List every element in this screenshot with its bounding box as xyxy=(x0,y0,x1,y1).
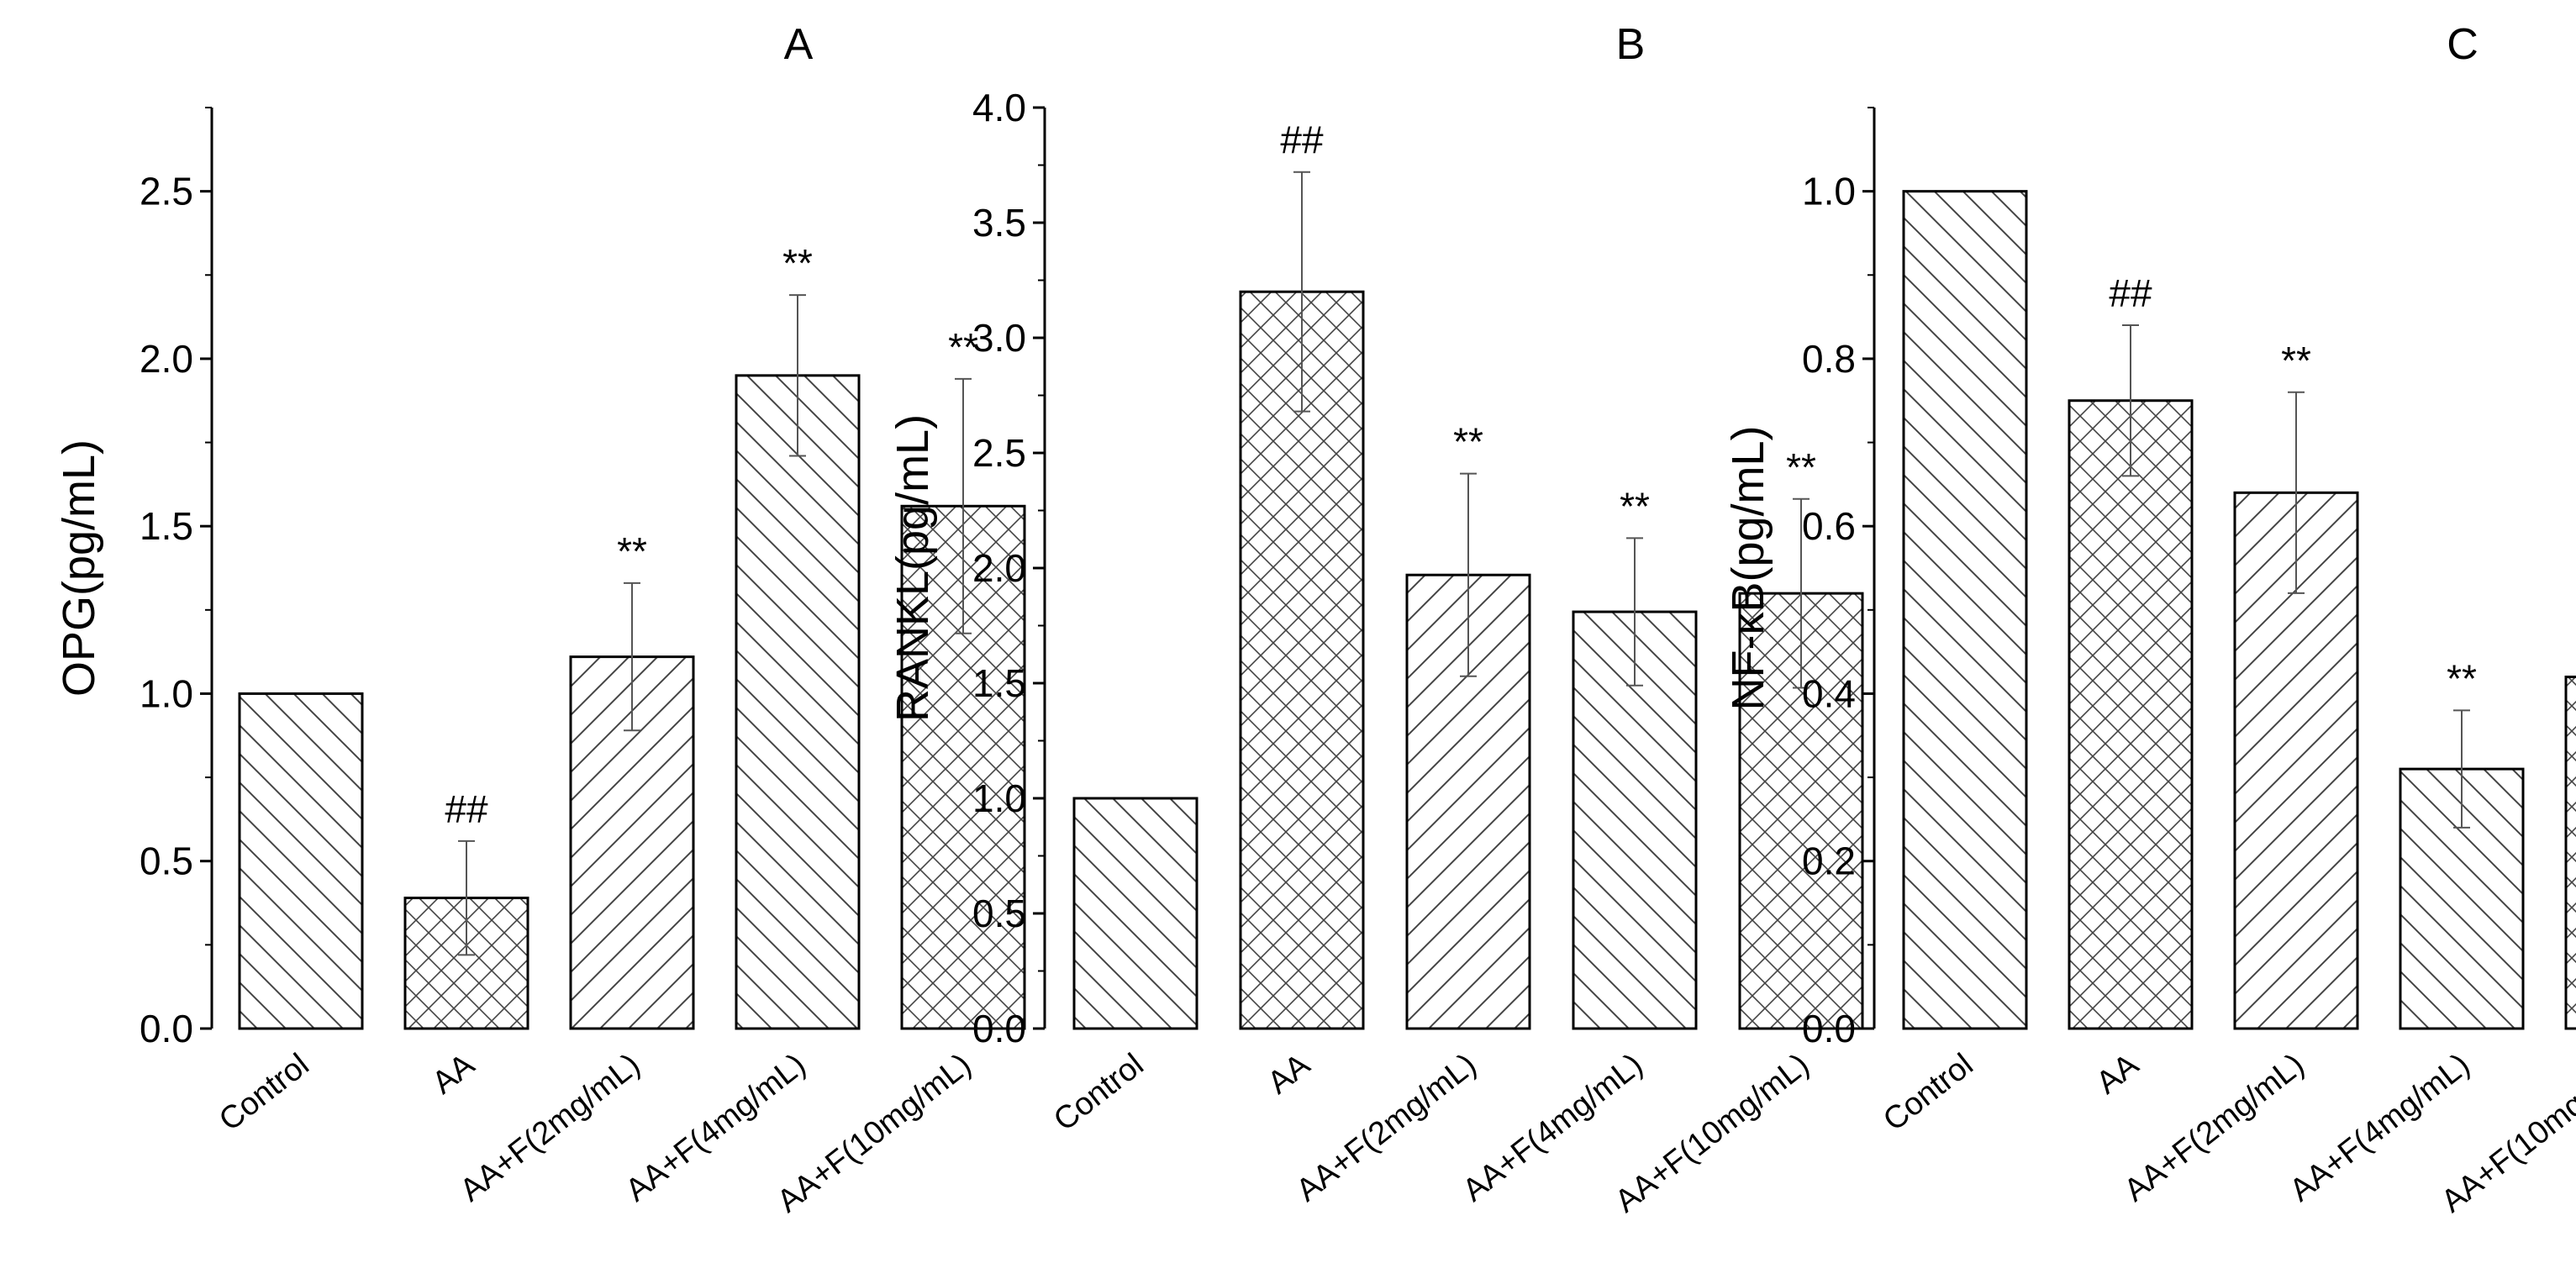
significance-marks: ##****** xyxy=(2109,271,2477,700)
y-tick-label: 2.0 xyxy=(972,546,1026,590)
y-tick-label: 2.5 xyxy=(972,431,1026,475)
significance-label: ** xyxy=(1453,420,1483,464)
panel-letter: B xyxy=(1616,20,1646,69)
bar xyxy=(1239,290,1365,1030)
y-tick-label: 0.5 xyxy=(972,892,1026,935)
significance-label: ** xyxy=(948,325,978,369)
x-tick-label: Control xyxy=(1047,1047,1150,1139)
y-axis-label: OPG(pg/mL) xyxy=(54,439,104,697)
bars xyxy=(1902,190,2576,1030)
y-tick-label: 0.5 xyxy=(140,839,193,883)
y-tick-label: 0.0 xyxy=(972,1007,1026,1050)
significance-marks: ## ** ** ** xyxy=(445,241,978,831)
error-bars xyxy=(2122,324,2470,829)
bar xyxy=(238,692,364,1030)
x-tick-label: AA+F(2mg/mL) xyxy=(1290,1047,1483,1208)
y-ticks: 0.0 0.5 1.0 1.5 2.0 2.5 xyxy=(140,107,212,1050)
x-tick-label: AA+F(2mg/mL) xyxy=(2118,1047,2311,1208)
bar xyxy=(2564,676,2576,1030)
significance-label: ** xyxy=(1786,445,1816,489)
bar xyxy=(1072,797,1198,1030)
x-tick-label: AA xyxy=(2090,1047,2146,1102)
panel-letter: A xyxy=(784,20,814,69)
x-tick-label: Control xyxy=(1877,1047,1979,1139)
y-tick-label: 3.0 xyxy=(972,316,1026,360)
significance-label: ** xyxy=(782,241,813,285)
y-tick-label: 0.0 xyxy=(1802,1007,1856,1050)
significance-label: ** xyxy=(2447,656,2477,700)
y-tick-label: 0.4 xyxy=(1802,671,1856,715)
y-ticks: 0.0 0.5 1.0 1.5 2.0 2.5 3.0 3.5 4.0 xyxy=(972,86,1045,1050)
significance-label: ## xyxy=(1280,118,1324,162)
y-tick-label: 4.0 xyxy=(972,86,1026,129)
y-tick-label: 1.0 xyxy=(1802,170,1856,213)
significance-label: ## xyxy=(445,787,488,831)
x-tick-label: AA xyxy=(426,1047,482,1102)
y-ticks: 0.0 0.2 0.4 0.6 0.8 1.0 xyxy=(1802,107,1874,1050)
y-tick-label: 2.5 xyxy=(140,170,193,213)
y-axis-label: RANKL(pg/mL) xyxy=(888,414,938,722)
significance-label: ** xyxy=(617,529,647,573)
y-tick-label: 1.0 xyxy=(140,671,193,715)
x-tick-labels: Control AAAA+F(2mg/mL)AA+F(4mg/mL)AA+F(10… xyxy=(1877,1047,2576,1220)
panel-a: A OPG(pg/mL) 0.0 0.5 1.0 1.5 2.0 2.5 ## ** ** **… xyxy=(54,20,1026,1220)
panel-c: C NF-κB(pg/mL) 0.0 0.2 0.4 0.6 0.8 1.0 ## ** **… xyxy=(1723,20,2576,1219)
y-tick-label: 0.2 xyxy=(1802,839,1856,883)
x-tick-label: AA+F(2mg/mL) xyxy=(454,1047,647,1208)
y-tick-label: 0.0 xyxy=(140,1007,193,1050)
x-tick-labels: Control AAAA+F(2mg/mL)AA+F(4mg/mL)AA+F(10… xyxy=(1047,1047,1815,1220)
significance-label: ** xyxy=(2281,339,2311,382)
significance-label: ** xyxy=(1620,484,1650,528)
x-tick-label: Control xyxy=(213,1047,315,1139)
y-tick-label: 2.0 xyxy=(140,337,193,381)
significance-label: ## xyxy=(2109,271,2152,315)
bar xyxy=(1902,190,2028,1030)
error-bars xyxy=(1293,171,1810,689)
y-axis-label: NF-κB(pg/mL) xyxy=(1723,425,1773,710)
y-tick-label: 0.8 xyxy=(1802,337,1856,381)
bar xyxy=(2068,399,2194,1030)
error-bars xyxy=(458,294,972,956)
y-tick-label: 1.5 xyxy=(972,661,1026,705)
x-tick-labels: Control AAAA+F(2mg/mL)AA+F(4mg/mL)AA+F(10… xyxy=(213,1047,977,1220)
y-tick-label: 1.0 xyxy=(972,776,1026,820)
y-tick-label: 0.6 xyxy=(1802,504,1856,548)
y-tick-label: 3.5 xyxy=(972,201,1026,245)
bar xyxy=(735,374,861,1030)
panel-b: B RANKL(pg/mL) 0.0 0.5 1.0 1.5 2.0 2.5 3.0 3.5 4… xyxy=(888,20,1864,1220)
y-tick-label: 1.5 xyxy=(140,504,193,548)
significance-marks: ## ** ** ** xyxy=(1280,118,1816,529)
x-tick-label: AA xyxy=(1262,1047,1317,1102)
panel-letter: C xyxy=(2447,20,2479,69)
